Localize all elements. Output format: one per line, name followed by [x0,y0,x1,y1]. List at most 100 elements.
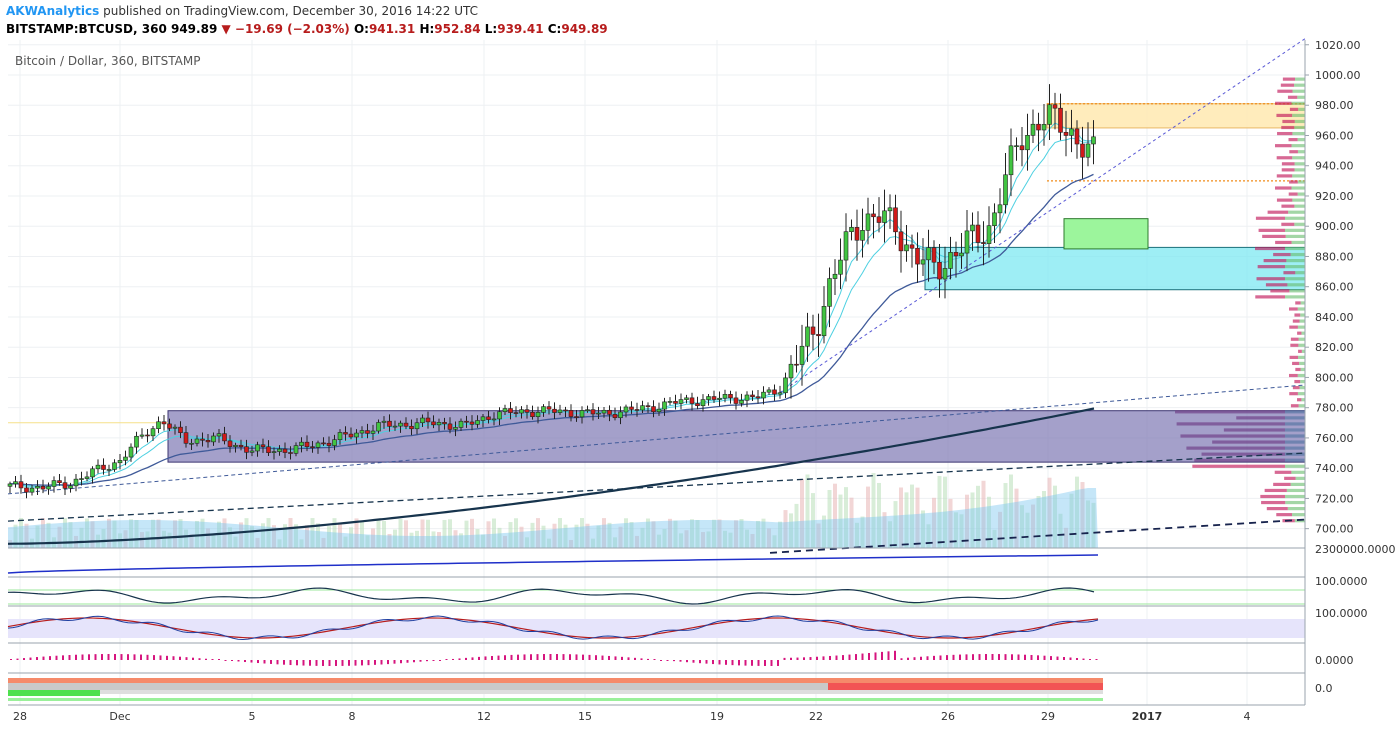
volume-bar [354,518,359,548]
volume-bar [657,534,661,548]
profile-bar [1255,216,1285,220]
volume-bar [272,525,276,548]
symbol-line: BITSTAMP:BTCUSD, 360 949.89 ▼ −19.69 (−2… [6,22,608,36]
candle-body [546,406,552,410]
price-tick-label: 720.00 [1315,492,1354,505]
candle-body [150,428,156,437]
price-chart[interactable]: 1020.00 1000.00 980.00 960.00 940.00 920.00 90… [0,38,1396,730]
panel4-hist [16,658,19,660]
symbol-label[interactable]: BITSTAMP:BTCUSD, 360 [6,22,167,36]
profile-bar [1260,494,1285,499]
panel4-hist [653,659,656,660]
time-tick-label: 19 [710,710,724,723]
candle-body [904,244,909,252]
volume-average-area [8,488,1098,548]
panel4-hist [634,657,636,660]
panel4-hist [1095,659,1098,660]
volume-bar [90,521,95,548]
price-tick-label: 920.00 [1315,190,1354,203]
volume-bar [1053,485,1057,548]
price-change: −19.69 (−2.03%) [234,22,350,36]
candle-body [1019,145,1025,151]
volume-bar [640,527,645,548]
down-arrow-icon: ▼ [221,22,231,36]
profile-bar [1292,361,1300,366]
panel4-hist [62,655,64,660]
panel1-line [7,554,1099,574]
panel4-hist [757,660,760,666]
profile-bar [1292,198,1305,202]
panel4-hist [341,660,344,666]
volume-bar [239,522,243,548]
volume-bar [13,524,18,548]
profile-bar [1285,416,1305,420]
panel4-hist [777,660,779,666]
candle-body [7,483,13,487]
panel4-hist [1069,657,1072,660]
panel4-hist [426,660,428,662]
volume-bar [492,518,496,548]
profile-bar [1297,373,1305,378]
volume-bar [365,535,370,548]
volume-bar [244,518,249,548]
candle-body [194,438,200,444]
candle-body [106,469,112,471]
candle-body [948,252,953,269]
panel4-hist [822,656,825,660]
candle-body [370,430,376,434]
panel4-hist [575,654,578,660]
candle-body [970,224,975,232]
panel5-strip-bottom [8,698,1103,701]
candle-body [849,227,854,232]
profile-bar [1270,289,1290,293]
volume-bar [57,526,62,548]
volume-bar [514,518,518,548]
profile-bar [1289,325,1298,329]
panel4-hist [556,654,558,660]
candle-body [464,420,469,423]
candle-body [513,412,519,414]
panel4-hist [809,657,812,660]
panel4-hist [302,660,305,666]
profile-bar [1300,313,1305,317]
panel4-hist [10,659,12,660]
panel4-hist [380,660,383,665]
candle-body [260,444,266,448]
candle-body [1085,143,1091,158]
panel4-hist [42,656,45,660]
profile-bar [1281,222,1295,226]
volume-bar [618,526,623,548]
candle-body [387,420,392,427]
profile-bar [1290,252,1305,257]
profile-bar [1288,138,1298,142]
candle-body [337,432,343,440]
candle-body [640,405,645,411]
panel4-hist [959,654,961,660]
volume-bar [497,527,502,548]
volume-bar [382,520,386,548]
volume-bar [646,518,650,548]
candle-body [348,433,354,438]
volume-bar [591,538,595,548]
candle-body [920,259,926,265]
panel4-hist [712,660,714,665]
candle-body [766,389,772,393]
time-tick-label: 15 [578,710,592,723]
panel4-hist [29,657,32,660]
candle-body [79,478,84,480]
candle-body [227,440,233,447]
candle-body [711,396,717,400]
volume-bar [261,523,265,548]
volume-bar [1042,491,1046,548]
candle-body [282,448,288,453]
profile-bar [1292,131,1305,136]
author-link[interactable]: AKWAnalytics [6,4,100,18]
volume-bar [349,527,353,548]
high-label: H: [419,22,435,36]
profile-bar [1297,307,1305,311]
ema-mid-line [9,137,1094,488]
profile-bar [1292,386,1300,390]
volume-bar [1036,496,1041,548]
panel4-hist [907,657,909,660]
profile-bar [1300,367,1305,372]
